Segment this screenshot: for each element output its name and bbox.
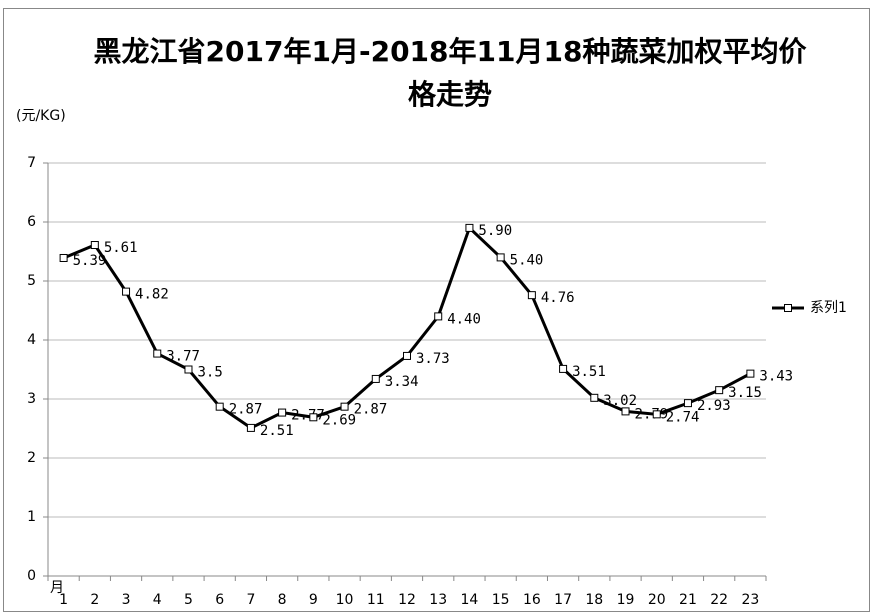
y-tick-label: 6 — [27, 214, 36, 230]
data-label: 2.93 — [697, 398, 731, 414]
marker — [496, 253, 505, 262]
series-line — [63, 225, 752, 430]
frame — [3, 8, 870, 612]
x-tick-label: 3 — [122, 592, 131, 608]
data-label: 5.39 — [73, 253, 107, 269]
y-tick-label: 2 — [27, 450, 36, 466]
legend-marker — [784, 304, 792, 312]
data-label: 2.87 — [354, 402, 388, 418]
x-tick-label: 14 — [461, 592, 479, 608]
y-axis-label: (元/KG) — [16, 108, 66, 124]
marker — [59, 253, 68, 262]
marker — [153, 349, 162, 358]
data-label: 3.73 — [416, 351, 450, 367]
y-tick-label: 1 — [27, 509, 36, 525]
marker — [215, 402, 224, 411]
data-label: 3.43 — [759, 369, 793, 385]
marker — [403, 351, 411, 360]
marker — [527, 291, 536, 300]
chart-title: 黑龙江省2017年1月-2018年11月18种蔬菜加权平均价格走势 — [93, 35, 807, 111]
legend-label: 系列1 — [810, 300, 847, 316]
marker — [559, 364, 568, 373]
marker — [371, 374, 380, 383]
x-tick-label: 11 — [367, 592, 385, 608]
data-label: 5.90 — [478, 223, 512, 239]
data-label: 4.82 — [135, 287, 169, 303]
x-tick-label: 4 — [153, 592, 162, 608]
data-label: 3.15 — [728, 385, 762, 401]
marker — [715, 386, 724, 395]
data-label: 2.87 — [229, 402, 263, 418]
marker — [683, 399, 692, 408]
data-label: 5.40 — [510, 252, 544, 268]
y-tick-label: 4 — [27, 332, 36, 348]
data-label: 2.51 — [260, 423, 294, 439]
x-tick-label: 10 — [336, 592, 354, 608]
data-label: 3.51 — [572, 364, 606, 380]
marker — [621, 407, 630, 416]
data-label: 2.77 — [291, 408, 325, 424]
marker — [652, 410, 661, 419]
y-tick-label: 0 — [27, 568, 36, 584]
y-tick-label: 5 — [27, 273, 36, 289]
data-label: 4.76 — [541, 290, 575, 306]
data-label: 3.5 — [197, 365, 222, 381]
x-tick-label: 7 — [246, 592, 255, 608]
y-tick-label: 3 — [27, 391, 36, 407]
x-tick-label: 6 — [215, 592, 224, 608]
x-tick-label: 2 — [90, 592, 99, 608]
data-label: 3.77 — [166, 349, 200, 365]
data-label: 5.61 — [104, 240, 138, 256]
marker — [184, 365, 193, 374]
data-label: 3.02 — [603, 393, 637, 409]
x-tick-label: 19 — [617, 592, 635, 608]
marker — [90, 241, 99, 250]
marker — [746, 369, 755, 378]
marker — [434, 312, 443, 321]
x-axis-label: 月 — [50, 580, 64, 596]
x-tick-label: 13 — [429, 592, 447, 608]
x-tick-label: 12 — [398, 592, 416, 608]
x-tick-label: 9 — [309, 592, 318, 608]
x-tick-label: 16 — [523, 592, 541, 608]
x-tick-label: 18 — [585, 592, 603, 608]
data-label: 2.74 — [666, 409, 700, 425]
x-tick-label: 22 — [710, 592, 728, 608]
x-tick-label: 20 — [648, 592, 666, 608]
marker — [590, 393, 599, 402]
marker — [278, 408, 287, 417]
x-tick-label: 21 — [679, 592, 697, 608]
x-tick-label: 15 — [492, 592, 510, 608]
marker — [465, 223, 474, 232]
x-tick-label: 5 — [184, 592, 193, 608]
data-label: 3.34 — [385, 374, 419, 390]
data-label: 2.79 — [635, 406, 669, 422]
y-tick-label: 7 — [27, 155, 36, 171]
x-tick-label: 23 — [741, 592, 759, 608]
marker — [309, 413, 318, 422]
x-tick-label: 1 — [59, 592, 68, 608]
marker — [340, 402, 349, 411]
marker — [246, 423, 255, 432]
marker — [122, 287, 131, 296]
data-label: 2.69 — [322, 412, 356, 428]
data-label: 4.40 — [447, 311, 481, 327]
x-tick-label: 17 — [554, 592, 572, 608]
x-tick-label: 8 — [278, 592, 287, 608]
